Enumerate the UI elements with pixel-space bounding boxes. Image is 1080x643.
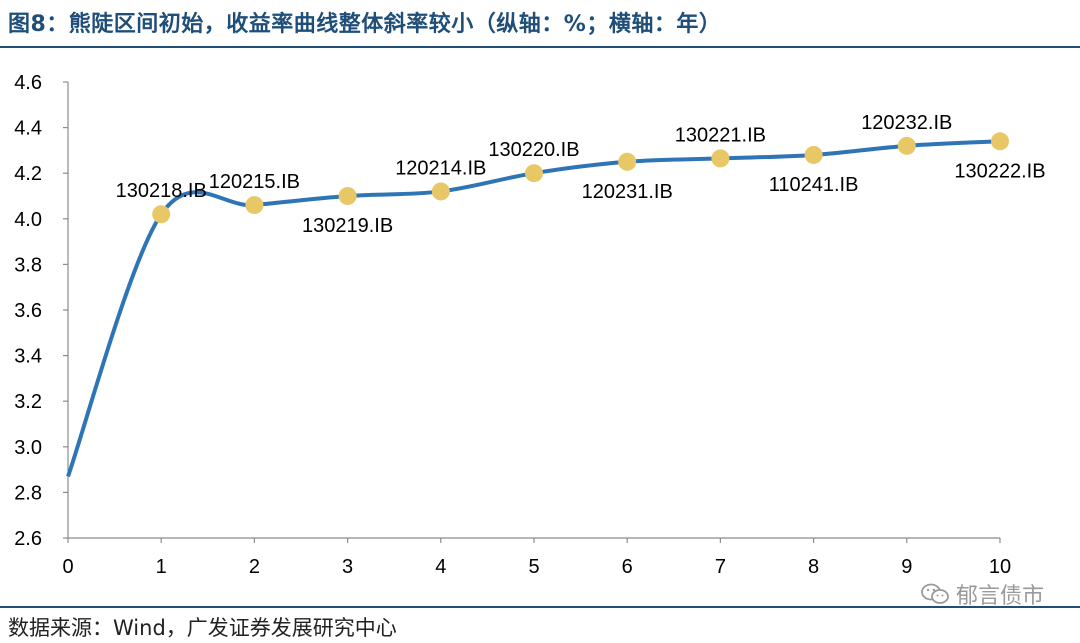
- data-point-label: 130221.IB: [675, 124, 766, 146]
- data-point-label: 110241.IB: [769, 174, 859, 196]
- data-point-label: 130219.IB: [302, 215, 393, 237]
- data-point-marker: [245, 196, 264, 215]
- watermark-text: 郁言债市: [955, 584, 1044, 609]
- data-point-label: 120232.IB: [861, 112, 952, 134]
- y-tick-label: 4.0: [14, 209, 42, 231]
- y-tick-label: 3.0: [14, 437, 42, 459]
- data-point-markers: [152, 132, 1009, 224]
- x-tick-label: 3: [342, 556, 353, 578]
- data-source-note: 数据来源：Wind，广发证券发展研究中心: [8, 616, 397, 640]
- x-tick-label: 10: [989, 556, 1011, 578]
- watermark: 郁言债市: [920, 578, 1044, 610]
- data-point-label: 120231.IB: [582, 181, 673, 203]
- data-point-label: 120215.IB: [209, 171, 300, 193]
- y-tick-labels: 2.6 2.8 3.0 3.2 3.4 3.6 3.8 4.0 4.2 4.4 4.6: [14, 72, 42, 550]
- yield-curve-chart: 2.6 2.8 3.0 3.2 3.4 3.6 3.8 4.0 4.2 4.4 4.6 0 1 2 3 4 5…: [14, 72, 1046, 578]
- y-tick-label: 3.2: [14, 391, 42, 413]
- x-tick-label: 5: [528, 556, 539, 578]
- x-tick-label: 9: [901, 556, 912, 578]
- x-tick-label: 2: [249, 556, 260, 578]
- x-tick-label: 1: [156, 556, 167, 578]
- x-tick-labels: 0 1 2 3 4 5 6 7 8 9 10: [62, 556, 1011, 578]
- data-point-marker: [711, 149, 730, 168]
- x-tick-label: 4: [435, 556, 446, 578]
- source-divider: [0, 606, 1080, 608]
- chart-title: 图8：熊陡区间初始，收益率曲线整体斜率较小（纵轴：%；横轴：年）: [8, 12, 722, 37]
- yield-curve-line: [66, 139, 1001, 478]
- y-tick-label: 2.8: [14, 482, 42, 504]
- data-point-marker: [804, 145, 823, 164]
- x-tick-label: 8: [808, 556, 819, 578]
- data-point-marker: [431, 182, 450, 201]
- data-point-marker: [897, 136, 916, 155]
- data-point-label: 130220.IB: [488, 139, 579, 161]
- data-point-label: 130222.IB: [954, 160, 1045, 182]
- y-tick-label: 3.8: [14, 254, 42, 276]
- y-tick-label: 2.6: [14, 528, 42, 550]
- data-point-marker: [338, 187, 357, 205]
- y-tick-label: 4.6: [14, 72, 42, 94]
- data-point-marker: [152, 205, 171, 224]
- data-point-labels: 130218.IB 120215.IB130219.IB120214.IB1302…: [116, 112, 1046, 237]
- x-tick-label: 7: [715, 556, 726, 578]
- data-point-label: 120214.IB: [395, 157, 486, 179]
- y-tick-label: 4.2: [14, 163, 42, 185]
- data-point-marker: [525, 164, 543, 183]
- y-tick-label: 3.6: [14, 300, 42, 322]
- data-point-marker: [991, 132, 1009, 151]
- data-point-label: 130218.IB: [116, 180, 207, 202]
- x-tick-label: 0: [62, 556, 73, 578]
- wechat-icon: [921, 583, 949, 604]
- title-divider: [0, 46, 1080, 48]
- chart-axes: [63, 81, 1001, 543]
- y-tick-label: 4.4: [14, 118, 42, 140]
- data-point-marker: [618, 152, 637, 171]
- x-tick-label: 6: [622, 556, 633, 578]
- y-tick-label: 3.4: [14, 346, 42, 368]
